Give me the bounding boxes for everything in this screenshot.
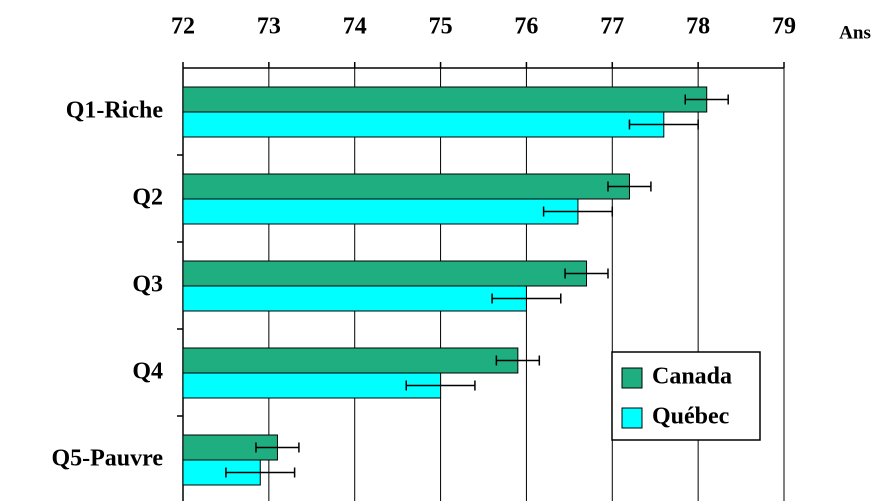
error-bar xyxy=(542,206,614,217)
error-bar xyxy=(684,94,729,105)
axis-label: Ans xyxy=(839,22,871,43)
error-bar xyxy=(628,119,699,130)
y-tick-label: Q3 xyxy=(132,272,163,298)
bar xyxy=(182,86,708,113)
bar xyxy=(182,260,588,287)
legend-swatch xyxy=(621,407,643,429)
bar xyxy=(182,173,630,200)
legend-label: Québec xyxy=(652,404,730,430)
error-bar xyxy=(405,380,476,391)
y-tick-label: Q1-Riche xyxy=(66,98,164,124)
error-bar xyxy=(491,293,562,304)
error-bar xyxy=(564,268,609,279)
x-tick-label: 76 xyxy=(514,14,538,40)
y-tick-label: Q2 xyxy=(132,185,163,211)
error-bar xyxy=(255,442,300,453)
bar xyxy=(182,285,527,312)
error-bar xyxy=(225,467,296,478)
bar xyxy=(182,198,579,225)
y-tick-label: Q4 xyxy=(132,359,163,385)
error-bar xyxy=(495,355,541,366)
y-tick-label: Q5-Pauvre xyxy=(51,446,163,472)
x-tick-label: 79 xyxy=(772,14,796,40)
x-tick-label: 74 xyxy=(343,14,367,40)
x-tick-label: 77 xyxy=(600,14,624,40)
bar xyxy=(182,111,665,138)
x-tick-label: 78 xyxy=(686,14,710,40)
x-tick-label: 73 xyxy=(257,14,281,40)
legend-label: Canada xyxy=(652,364,732,390)
error-bar xyxy=(607,181,652,192)
bar xyxy=(182,347,519,374)
x-tick-label: 72 xyxy=(171,14,195,40)
bar xyxy=(182,372,442,399)
legend-swatch xyxy=(621,367,643,389)
x-tick-label: 75 xyxy=(429,14,453,40)
